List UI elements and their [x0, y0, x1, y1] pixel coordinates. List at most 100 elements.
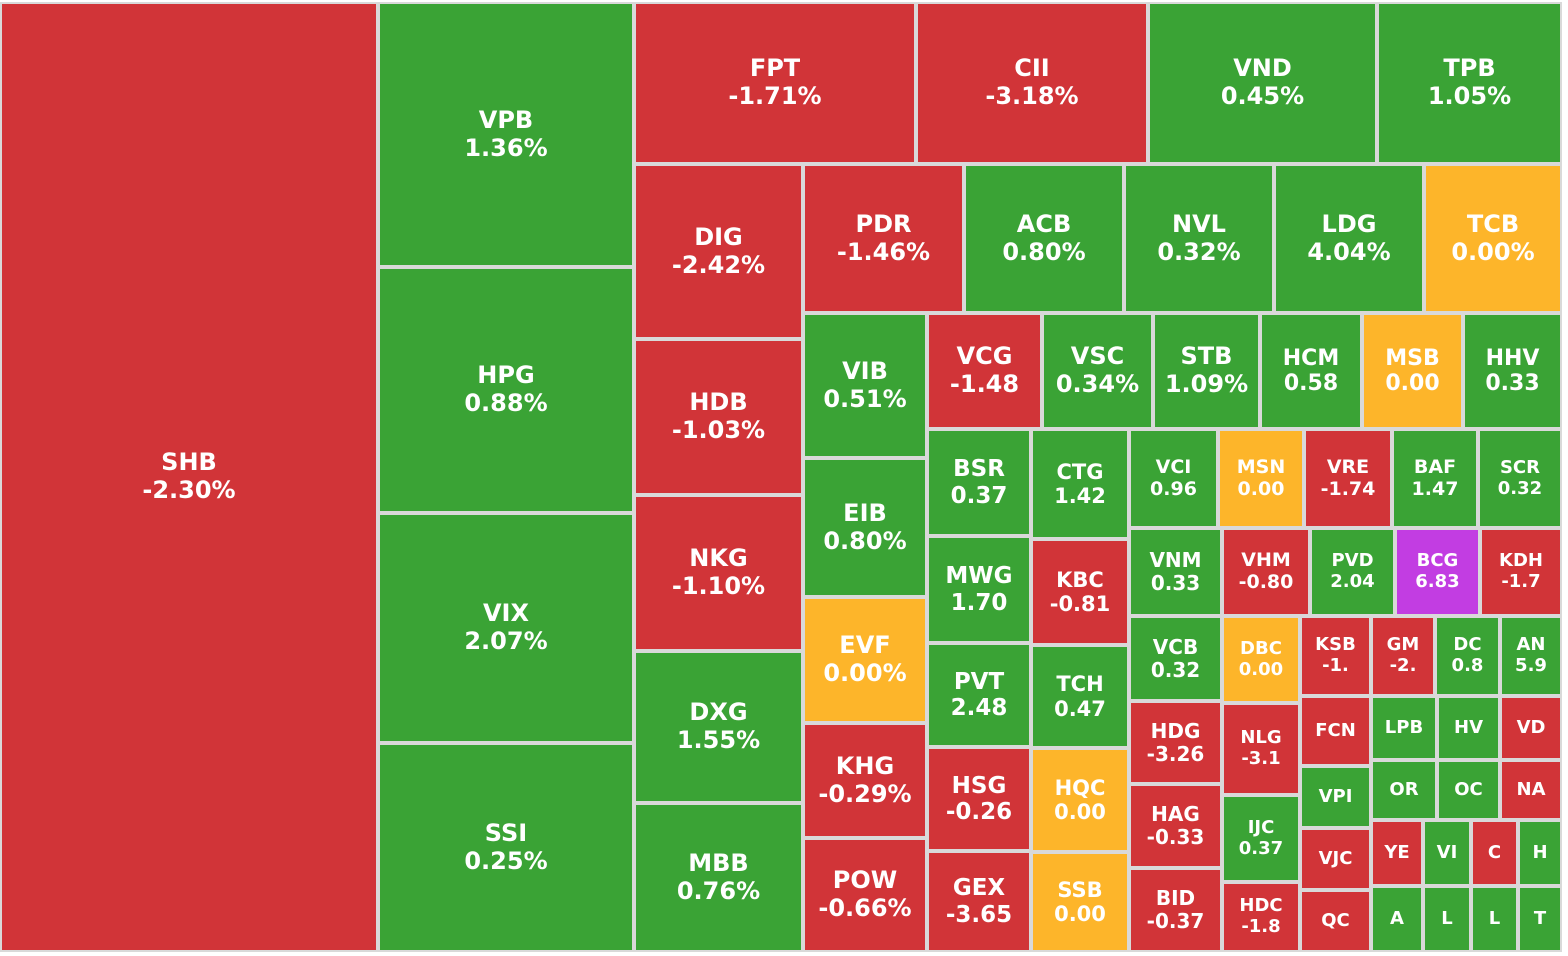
tile-label: CTG 1.42 — [1054, 460, 1106, 508]
tile-an[interactable]: AN 5.9 — [1500, 616, 1562, 696]
tile-hdb[interactable]: HDB -1.03% — [634, 339, 803, 495]
tile-vib[interactable]: VIB 0.51% — [803, 313, 927, 458]
tile-eib[interactable]: EIB 0.80% — [803, 458, 927, 597]
tile-hdg[interactable]: HDG -3.26 — [1129, 701, 1222, 784]
percent-change: 0.45% — [1220, 82, 1305, 110]
percent-change: -2.30% — [142, 476, 236, 504]
tile-label: VCI 0.96 — [1150, 456, 1197, 501]
tile-shb[interactable]: SHB -2.30% — [0, 2, 378, 952]
tile-label: VCB 0.32 — [1151, 635, 1200, 682]
tile-hag[interactable]: HAG -0.33 — [1129, 784, 1222, 868]
tile-ssb[interactable]: SSB 0.00 — [1031, 852, 1129, 952]
tile-tch[interactable]: TCH 0.47 — [1031, 645, 1129, 748]
tile-ldg[interactable]: LDG 4.04% — [1274, 164, 1424, 313]
tile-vre[interactable]: VRE -1.74 — [1304, 429, 1392, 528]
tile-scr[interactable]: SCR 0.32 — [1478, 429, 1562, 528]
tile-vhm[interactable]: VHM -0.80 — [1222, 528, 1310, 616]
ticker-symbol: MSB — [1385, 345, 1440, 371]
tile-bcg[interactable]: BCG 6.83 — [1395, 528, 1480, 616]
tile-hdc[interactable]: HDC -1.8 — [1222, 882, 1300, 952]
tile-acb[interactable]: ACB 0.80% — [964, 164, 1124, 313]
tile-bsr[interactable]: BSR 0.37 — [927, 429, 1031, 536]
tile-t[interactable]: T — [1518, 886, 1562, 952]
tile-hpg[interactable]: HPG 0.88% — [378, 267, 634, 513]
tile-nlg[interactable]: NLG -3.1 — [1222, 703, 1300, 795]
tile-hqc[interactable]: HQC 0.00 — [1031, 748, 1129, 852]
tile-nvl[interactable]: NVL 0.32% — [1124, 164, 1274, 313]
tile-h[interactable]: H — [1518, 820, 1562, 886]
tile-pvd[interactable]: PVD 2.04 — [1310, 528, 1395, 616]
percent-change: -3.26 — [1146, 741, 1205, 766]
ticker-symbol: NVL — [1172, 209, 1226, 238]
tile-vcb[interactable]: VCB 0.32 — [1129, 616, 1222, 701]
tile-khg[interactable]: KHG -0.29% — [803, 723, 927, 838]
tile-baf[interactable]: BAF 1.47 — [1392, 429, 1478, 528]
tile-dbc[interactable]: DBC 0.00 — [1222, 616, 1300, 703]
tile-fpt[interactable]: FPT -1.71% — [634, 2, 916, 164]
tile-vnm[interactable]: VNM 0.33 — [1129, 528, 1222, 616]
tile-pdr[interactable]: PDR -1.46% — [803, 164, 964, 313]
tile-na[interactable]: NA — [1500, 760, 1562, 820]
ticker-symbol: HCM — [1282, 345, 1340, 371]
tile-fcn[interactable]: FCN — [1300, 696, 1371, 766]
tile-c[interactable]: C — [1471, 820, 1518, 886]
tile-ye[interactable]: YE — [1371, 820, 1423, 886]
percent-change: 2.48 — [950, 695, 1008, 721]
tile-hsg[interactable]: HSG -0.26 — [927, 747, 1031, 851]
tile-tpb[interactable]: TPB 1.05% — [1377, 2, 1562, 164]
tile-msn[interactable]: MSN 0.00 — [1218, 429, 1304, 528]
tile-nkg[interactable]: NKG -1.10% — [634, 495, 803, 651]
tile-vci[interactable]: VCI 0.96 — [1129, 429, 1218, 528]
tile-dig[interactable]: DIG -2.42% — [634, 164, 803, 339]
tile-msb[interactable]: MSB 0.00 — [1362, 313, 1463, 429]
tile-vd[interactable]: VD — [1500, 696, 1562, 760]
tile-ctg[interactable]: CTG 1.42 — [1031, 429, 1129, 539]
tile-vcg[interactable]: VCG -1.48 — [927, 313, 1042, 429]
tile-vjc[interactable]: VJC — [1300, 828, 1371, 890]
tile-label: HDC -1.8 — [1239, 896, 1282, 937]
tile-vix[interactable]: VIX 2.07% — [378, 513, 634, 743]
tile-vnd[interactable]: VND 0.45% — [1148, 2, 1377, 164]
tile-or[interactable]: OR — [1371, 760, 1437, 820]
tile-mbb[interactable]: MBB 0.76% — [634, 803, 803, 952]
tile-lpb[interactable]: LPB — [1371, 696, 1437, 760]
tile-vi[interactable]: VI — [1423, 820, 1471, 886]
tile-l[interactable]: L — [1471, 886, 1518, 952]
tile-vpi[interactable]: VPI — [1300, 766, 1371, 828]
tile-tcb[interactable]: TCB 0.00% — [1424, 164, 1562, 313]
tile-mwg[interactable]: MWG 1.70 — [927, 536, 1031, 643]
tile-label: HDB -1.03% — [672, 389, 765, 444]
tile-vpb[interactable]: VPB 1.36% — [378, 2, 634, 267]
tile-hhv[interactable]: HHV 0.33 — [1463, 313, 1562, 429]
tile-ijc[interactable]: IJC 0.37 — [1222, 795, 1300, 882]
percent-change: 0.32% — [1157, 237, 1241, 266]
tile-kdh[interactable]: KDH -1.7 — [1480, 528, 1562, 616]
tile-cii[interactable]: CII -3.18% — [916, 2, 1148, 164]
tile-gm[interactable]: GM -2. — [1371, 616, 1435, 696]
ticker-symbol: BCG — [1416, 550, 1459, 572]
ticker-symbol: HPG — [477, 361, 535, 390]
ticker-symbol: NA — [1516, 778, 1546, 800]
tile-pvt[interactable]: PVT 2.48 — [927, 643, 1031, 747]
tile-hv[interactable]: HV — [1437, 696, 1500, 760]
tile-label: VIB 0.51% — [823, 357, 906, 413]
tile-pow[interactable]: POW -0.66% — [803, 838, 927, 952]
tile-vsc[interactable]: VSC 0.34% — [1042, 313, 1153, 429]
tile-label: BSR 0.37 — [951, 456, 1008, 509]
tile-gex[interactable]: GEX -3.65 — [927, 851, 1031, 952]
tile-evf[interactable]: EVF 0.00% — [803, 597, 927, 723]
tile-bid[interactable]: BID -0.37 — [1129, 868, 1222, 952]
percent-change: 5.9 — [1515, 655, 1547, 676]
tile-ksb[interactable]: KSB -1. — [1300, 616, 1371, 696]
tile-ssi[interactable]: SSI 0.25% — [378, 743, 634, 952]
tile-stb[interactable]: STB 1.09% — [1153, 313, 1260, 429]
tile-dxg[interactable]: DXG 1.55% — [634, 651, 803, 803]
tile-oc[interactable]: OC — [1437, 760, 1500, 820]
tile-dc[interactable]: DC 0.8 — [1435, 616, 1500, 696]
tile-l[interactable]: L — [1423, 886, 1471, 952]
percent-change: -1.48 — [949, 370, 1020, 398]
tile-kbc[interactable]: KBC -0.81 — [1031, 539, 1129, 645]
tile-a[interactable]: A — [1371, 886, 1423, 952]
tile-hcm[interactable]: HCM 0.58 — [1260, 313, 1362, 429]
tile-qc[interactable]: QC — [1300, 890, 1371, 952]
